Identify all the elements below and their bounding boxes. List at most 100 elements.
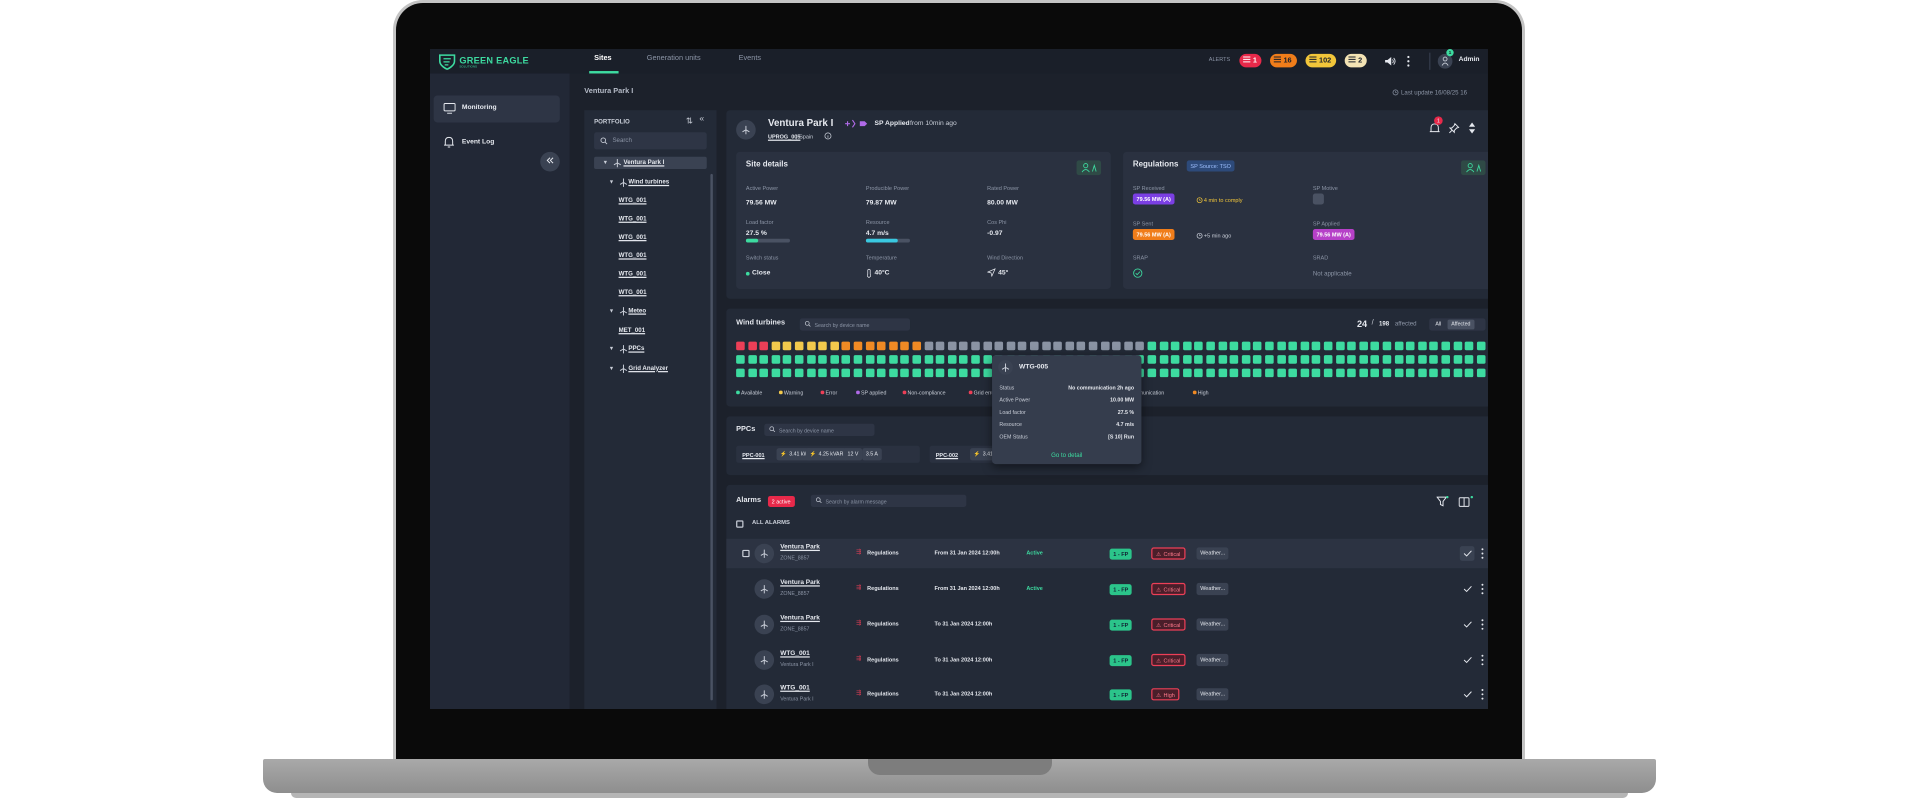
- checkbox[interactable]: [736, 520, 744, 528]
- turbine-tile[interactable]: [747, 341, 757, 351]
- turbine-tile[interactable]: [1370, 355, 1380, 364]
- tree-caret[interactable]: ▼: [608, 307, 615, 314]
- turbine-tile[interactable]: [736, 341, 745, 351]
- alarm-row[interactable]: Ventura Park ZONE_8857 ⇶ Regulations From 31…: [726, 538, 1488, 569]
- turbine-tile[interactable]: [830, 341, 839, 351]
- alarm-name[interactable]: Ventura Park: [780, 579, 820, 587]
- nav-item-active[interactable]: Monitoring: [433, 95, 560, 123]
- turbine-tile[interactable]: [783, 341, 792, 351]
- turbine-tile[interactable]: [1053, 341, 1063, 351]
- nav-tab[interactable]: Sites: [594, 55, 612, 63]
- search-box[interactable]: Search by alarm message: [810, 494, 967, 507]
- ppc-group[interactable]: PPC-001 ⚡ 3.41 kW ⚡ 4.25 kVAR 12 V 3.5 A: [736, 445, 920, 463]
- turbine-tile[interactable]: [1182, 368, 1192, 378]
- turbine-tile[interactable]: [959, 368, 969, 378]
- turbine-tile[interactable]: [1288, 341, 1298, 351]
- turbine-tile[interactable]: [853, 355, 863, 364]
- turbine-tile[interactable]: [747, 368, 757, 378]
- search-box[interactable]: Search: [594, 132, 707, 150]
- turbine-tile[interactable]: [900, 341, 910, 351]
- turbine-tile[interactable]: [759, 355, 769, 364]
- turbine-tile[interactable]: [1006, 341, 1016, 351]
- turbine-tile[interactable]: [1476, 368, 1486, 378]
- tree-leaf[interactable]: WTG_001: [618, 289, 647, 297]
- turbine-tile[interactable]: [971, 355, 980, 364]
- tree-leaf[interactable]: WTG_001: [618, 197, 647, 205]
- turbine-tile[interactable]: [888, 355, 898, 364]
- tree-leaf[interactable]: WTG_001: [618, 215, 647, 223]
- turbine-tile[interactable]: [1288, 355, 1298, 364]
- turbine-tile[interactable]: [1147, 368, 1157, 378]
- turbine-tile[interactable]: [947, 368, 957, 378]
- turbine-tile[interactable]: [982, 341, 992, 351]
- ack-icon[interactable]: [1463, 585, 1472, 595]
- turbine-tile[interactable]: [1159, 355, 1168, 364]
- turbine-tile[interactable]: [783, 368, 792, 378]
- turbine-tile[interactable]: [1359, 341, 1368, 351]
- assign-button[interactable]: [1461, 160, 1486, 176]
- turbine-tile[interactable]: [1018, 341, 1027, 351]
- sound-icon[interactable]: [1384, 55, 1396, 70]
- turbine-tile[interactable]: [912, 341, 922, 351]
- turbine-tile[interactable]: [1382, 355, 1392, 364]
- turbine-tile[interactable]: [841, 368, 851, 378]
- turbine-tile[interactable]: [1441, 341, 1451, 351]
- turbine-tile[interactable]: [1441, 368, 1451, 378]
- turbine-tile[interactable]: [1394, 355, 1403, 364]
- turbine-tile[interactable]: [1276, 341, 1286, 351]
- turbine-tile[interactable]: [783, 355, 792, 364]
- row-menu[interactable]: [1481, 654, 1485, 669]
- tree-node[interactable]: Meteo: [628, 307, 647, 315]
- turbine-tile[interactable]: [1453, 368, 1462, 378]
- turbine-tile[interactable]: [853, 368, 863, 378]
- turbine-tile[interactable]: [1218, 341, 1227, 351]
- alarm-name[interactable]: Ventura Park: [780, 543, 820, 552]
- turbine-tile[interactable]: [794, 368, 804, 378]
- alarm-row[interactable]: Ventura Park ZONE_8857 ⇶ Regulations To 31 J…: [726, 610, 1488, 639]
- turbine-tile[interactable]: [1464, 341, 1474, 351]
- turbine-tile[interactable]: [806, 341, 816, 351]
- turbine-tile[interactable]: [1206, 368, 1215, 378]
- turbine-tile[interactable]: [1476, 341, 1486, 351]
- bell-icon[interactable]: [443, 136, 454, 151]
- turbine-tile[interactable]: [924, 368, 933, 378]
- turbine-tile[interactable]: [1429, 341, 1439, 351]
- turbine-tile[interactable]: [865, 368, 874, 378]
- turbine-tile[interactable]: [1182, 355, 1192, 364]
- turbine-tile[interactable]: [1147, 341, 1157, 351]
- turbine-tile[interactable]: [1417, 341, 1427, 351]
- turbine-tile[interactable]: [888, 341, 898, 351]
- turbine-tile[interactable]: [759, 368, 769, 378]
- tree-leaf[interactable]: WTG_001: [618, 270, 647, 278]
- tree-node[interactable]: Ventura Park I: [623, 159, 665, 167]
- turbine-tile[interactable]: [971, 368, 980, 378]
- turbine-tile[interactable]: [1312, 368, 1321, 378]
- tree-caret[interactable]: ▼: [608, 364, 615, 371]
- collapse-icon[interactable]: «: [699, 115, 705, 124]
- turbine-tile[interactable]: [912, 368, 922, 378]
- turbine-tile[interactable]: [841, 355, 851, 364]
- tree-caret[interactable]: ▼: [608, 178, 615, 185]
- turbine-tile[interactable]: [1406, 368, 1415, 378]
- turbine-tile[interactable]: [1088, 341, 1098, 351]
- ppc-name[interactable]: PPC-001: [742, 451, 765, 458]
- turbine-tile[interactable]: [935, 341, 945, 351]
- tree-node[interactable]: Grid Analyzer: [628, 364, 668, 372]
- turbine-tile[interactable]: [818, 341, 827, 351]
- turbine-tile[interactable]: [1206, 355, 1215, 364]
- turbine-tile[interactable]: [1229, 368, 1239, 378]
- alert-badge[interactable]: 2: [1344, 53, 1368, 68]
- ppc-name[interactable]: PPC-002: [935, 451, 959, 458]
- turbine-tile[interactable]: [971, 341, 980, 351]
- tooltip-link[interactable]: Go to detail: [1051, 451, 1083, 460]
- tree-leaf[interactable]: MET_001: [618, 326, 646, 334]
- menu-icon[interactable]: [1406, 55, 1411, 70]
- nav-label[interactable]: Event Log: [461, 138, 495, 146]
- filter-button-active[interactable]: Affected: [1447, 319, 1475, 330]
- turbine-tile[interactable]: [1429, 355, 1439, 364]
- turbine-tile[interactable]: [947, 355, 957, 364]
- checkbox[interactable]: [742, 549, 750, 558]
- turbine-tile[interactable]: [1100, 341, 1110, 351]
- filter-button[interactable]: All: [1435, 320, 1442, 327]
- alert-badge[interactable]: 1: [1239, 53, 1262, 68]
